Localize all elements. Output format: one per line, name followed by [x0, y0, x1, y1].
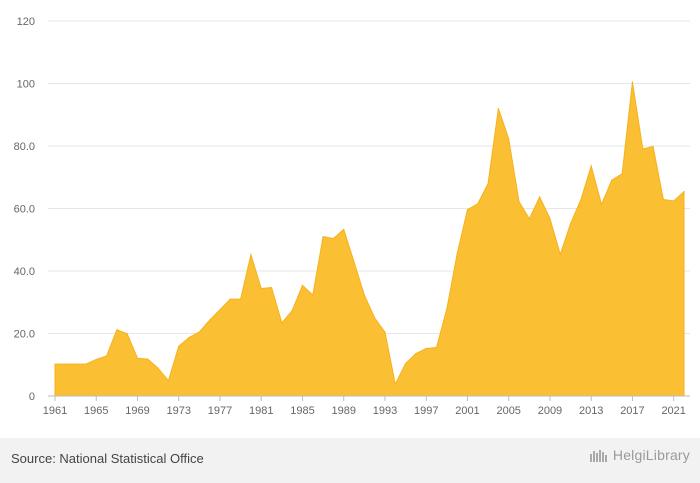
data-point [569, 222, 572, 225]
x-tick-label: 1993 [373, 405, 397, 417]
data-point [147, 358, 149, 360]
data-point [652, 146, 654, 148]
data-point [85, 363, 87, 365]
brand-name: HelgiLibrary [612, 447, 690, 463]
data-point [559, 253, 561, 256]
data-point [394, 383, 396, 385]
data-point [415, 352, 417, 355]
data-point [456, 253, 458, 255]
x-tick-label: 1973 [166, 405, 190, 417]
data-point [435, 346, 438, 349]
data-point [54, 363, 56, 365]
data-point [477, 203, 479, 205]
y-tick-label: 40.0 [14, 266, 35, 278]
data-point [466, 209, 469, 211]
data-point [178, 345, 180, 347]
data-point [281, 322, 283, 324]
library-icon [589, 450, 607, 462]
data-point [683, 191, 685, 193]
x-tick-label: 1981 [249, 405, 273, 417]
data-point [188, 336, 190, 339]
x-tick-label: 1977 [208, 405, 232, 417]
data-point [291, 310, 293, 312]
data-point [332, 237, 335, 240]
x-tick-label: 2009 [538, 405, 562, 417]
x-tick-label: 1997 [414, 405, 438, 417]
x-tick-label: 1969 [125, 405, 149, 417]
data-point [590, 165, 592, 167]
data-point [209, 319, 211, 321]
data-point [549, 217, 551, 220]
data-point [136, 357, 139, 359]
data-point [528, 218, 530, 220]
area-fill [54, 81, 685, 397]
data-point [600, 203, 603, 206]
x-tick-label: 1989 [331, 405, 355, 417]
y-axis-ticks: 0 20.0 40.0 60.0 80.0 100 120 [14, 16, 35, 403]
data-point [250, 254, 252, 256]
data-point [64, 363, 66, 365]
x-tick-label: 1961 [43, 405, 67, 417]
data-point [580, 199, 582, 201]
area-series [54, 81, 685, 397]
x-tick-label: 2005 [496, 405, 520, 417]
y-tick-label: 120 [17, 16, 35, 28]
data-point [353, 261, 355, 263]
x-tick-label: 1985 [290, 405, 314, 417]
x-tick-label: 2021 [661, 405, 685, 417]
data-point [219, 309, 221, 311]
x-tick-label: 1965 [84, 405, 108, 417]
data-point [312, 294, 314, 296]
data-point [662, 198, 664, 201]
data-point [126, 333, 128, 335]
footer-bar [0, 438, 700, 483]
y-tick-label: 60.0 [14, 204, 35, 216]
data-point [446, 308, 448, 310]
data-point [642, 148, 644, 150]
data-point [673, 200, 675, 202]
x-tick-label: 2017 [620, 405, 644, 417]
data-point [539, 196, 541, 198]
x-tick-label: 2013 [579, 405, 603, 417]
source-note: Source: National Statistical Office [11, 451, 204, 466]
y-tick-label: 0 [29, 391, 35, 403]
data-point [631, 81, 634, 83]
data-point [301, 284, 304, 286]
data-point [384, 331, 386, 333]
data-point [404, 362, 407, 365]
data-point [260, 287, 262, 290]
data-point [508, 138, 510, 140]
data-point [363, 294, 365, 296]
data-point [240, 298, 242, 300]
y-tick-label: 80.0 [14, 141, 35, 153]
data-point [621, 173, 623, 175]
x-axis-ticks: 1961 1965 1969 1973 1977 1981 1985 1989 1993 1997… [43, 396, 686, 417]
data-point [487, 182, 489, 185]
data-point [343, 228, 345, 231]
data-point [95, 358, 97, 361]
brand-logo[interactable]: HelgiLibrary [589, 447, 690, 463]
data-point [425, 347, 427, 350]
data-point [157, 367, 159, 369]
data-point [518, 201, 520, 203]
data-point [198, 331, 200, 333]
data-point [229, 298, 231, 300]
data-point [167, 380, 170, 382]
x-tick-label: 2001 [455, 405, 479, 417]
data-point [270, 286, 273, 289]
data-point [611, 179, 613, 181]
y-tick-label: 20.0 [14, 329, 35, 341]
data-point [75, 363, 77, 365]
y-tick-label: 100 [17, 79, 35, 91]
data-point [322, 236, 324, 238]
data-point [374, 317, 376, 319]
data-point [116, 329, 118, 331]
data-point [497, 107, 499, 110]
data-point [105, 355, 108, 357]
